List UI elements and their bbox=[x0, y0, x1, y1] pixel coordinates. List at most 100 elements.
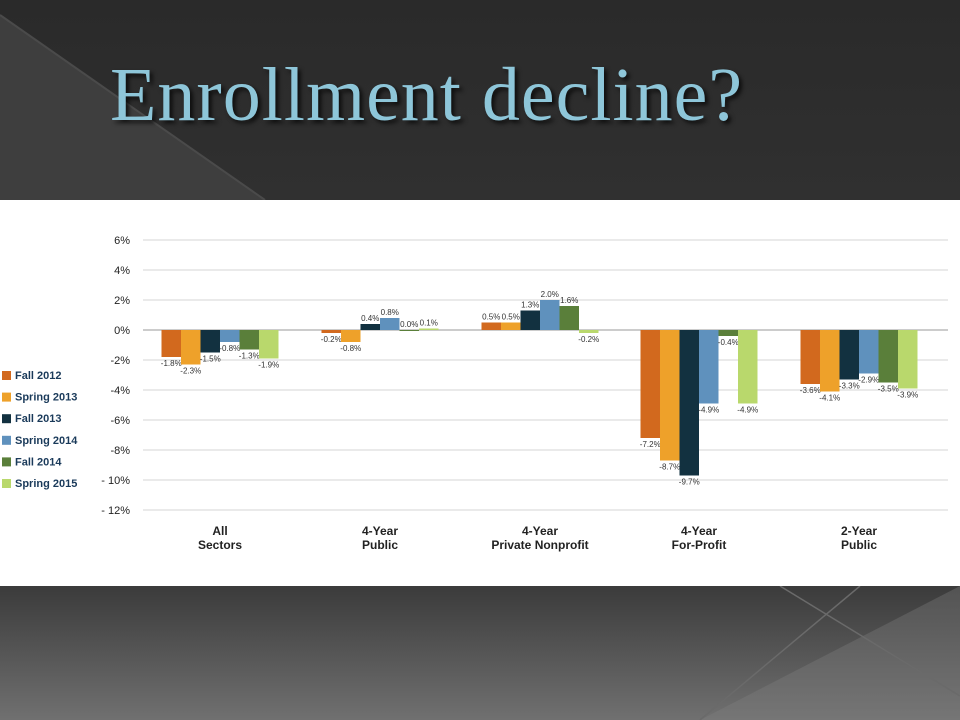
bar bbox=[161, 330, 181, 357]
bar bbox=[579, 330, 599, 333]
bar bbox=[239, 330, 259, 350]
data-label: 0.0% bbox=[400, 320, 418, 329]
bar-chart: 6% 4% 2% 0% -2% -4% -6% -8% - 10% - 12% -1.8%-2.3%… bbox=[2, 235, 948, 552]
x-tick-label: Public bbox=[362, 538, 398, 552]
data-label: -9.7% bbox=[679, 478, 700, 487]
legend-swatch bbox=[2, 392, 11, 402]
x-tick-label: 2-Year bbox=[841, 524, 877, 538]
bar bbox=[419, 328, 439, 330]
bar bbox=[640, 330, 660, 438]
bar bbox=[181, 330, 201, 365]
y-tick-label: 4% bbox=[114, 265, 130, 277]
title-band: Enrollment decline? bbox=[0, 0, 960, 200]
data-label: 1.3% bbox=[521, 301, 539, 310]
data-label: -4.9% bbox=[698, 406, 719, 415]
data-label: 1.6% bbox=[560, 296, 578, 305]
bar bbox=[481, 322, 501, 330]
bar bbox=[259, 330, 279, 359]
data-label: -3.6% bbox=[800, 386, 821, 395]
bar bbox=[738, 330, 758, 404]
bar bbox=[699, 330, 719, 404]
data-label: 2.0% bbox=[541, 290, 559, 299]
data-label: -8.7% bbox=[659, 463, 680, 472]
y-tick-label: -2% bbox=[110, 355, 130, 367]
data-label: -0.4% bbox=[718, 338, 739, 347]
legend-label: Fall 2014 bbox=[15, 456, 62, 468]
x-tick-label: 4-Year bbox=[681, 524, 717, 538]
bar bbox=[559, 306, 579, 330]
data-label: -1.5% bbox=[200, 355, 221, 364]
legend-label: Fall 2012 bbox=[15, 370, 61, 382]
bar bbox=[341, 330, 361, 342]
bar bbox=[520, 310, 540, 330]
data-label: 0.8% bbox=[381, 308, 399, 317]
data-label: -1.3% bbox=[239, 352, 260, 361]
data-label: -0.2% bbox=[578, 335, 599, 344]
legend-label: Fall 2013 bbox=[15, 413, 61, 425]
data-label: -0.8% bbox=[219, 344, 240, 353]
slide-title: Enrollment decline? bbox=[110, 53, 744, 137]
y-tick-label: - 12% bbox=[101, 505, 130, 517]
data-label: -2.3% bbox=[180, 367, 201, 376]
bar bbox=[540, 300, 560, 330]
bar bbox=[839, 330, 859, 380]
data-label: -7.2% bbox=[640, 440, 661, 449]
legend-swatch bbox=[2, 414, 11, 424]
x-tick-label: 4-Year bbox=[362, 524, 398, 538]
bar bbox=[399, 330, 419, 331]
data-label: -1.9% bbox=[258, 361, 279, 370]
y-tick-label: 6% bbox=[114, 235, 130, 247]
legend-label: Spring 2013 bbox=[15, 392, 77, 404]
y-tick-label: -6% bbox=[110, 415, 130, 427]
legend-label: Spring 2014 bbox=[15, 435, 78, 447]
data-label: -3.3% bbox=[839, 382, 860, 391]
bar bbox=[660, 330, 680, 461]
legend-label: Spring 2015 bbox=[15, 478, 77, 490]
data-label: -0.8% bbox=[340, 344, 361, 353]
data-label: -1.8% bbox=[161, 359, 182, 368]
footer-band-decoration bbox=[699, 586, 960, 720]
footer-band-line-2 bbox=[699, 586, 861, 720]
x-tick-label: Sectors bbox=[198, 538, 242, 552]
data-label: -3.9% bbox=[897, 391, 918, 400]
bar bbox=[878, 330, 898, 383]
x-tick-label: All bbox=[212, 524, 227, 538]
data-label: 0.4% bbox=[361, 314, 379, 323]
data-label: -3.5% bbox=[878, 385, 899, 394]
bar bbox=[380, 318, 400, 330]
bar bbox=[820, 330, 840, 392]
x-tick-label: For-Profit bbox=[672, 538, 727, 552]
y-tick-label: -8% bbox=[110, 445, 130, 457]
x-tick-label: Private Nonprofit bbox=[491, 538, 588, 552]
bar bbox=[898, 330, 918, 389]
legend-swatch bbox=[2, 435, 11, 445]
bar bbox=[220, 330, 240, 342]
footer-band-shape bbox=[700, 586, 960, 720]
legend-swatch bbox=[2, 371, 11, 380]
title-band-line bbox=[0, 14, 266, 200]
y-tick-label: -4% bbox=[110, 385, 130, 397]
bar bbox=[321, 330, 341, 333]
y-tick-label: 0% bbox=[114, 325, 130, 337]
bar bbox=[360, 324, 380, 330]
bar bbox=[800, 330, 820, 384]
data-label: -0.2% bbox=[321, 335, 342, 344]
footer-band bbox=[0, 586, 960, 720]
x-tick-label: 4-Year bbox=[522, 524, 558, 538]
bar bbox=[501, 322, 521, 330]
data-label: 0.5% bbox=[502, 313, 520, 322]
data-label: 0.1% bbox=[420, 319, 438, 328]
y-tick-label: 2% bbox=[114, 295, 130, 307]
legend-swatch bbox=[2, 457, 11, 467]
data-label: -2.9% bbox=[858, 376, 879, 385]
title-band-decoration bbox=[0, 14, 266, 200]
x-tick-label: Public bbox=[841, 538, 877, 552]
legend-swatch bbox=[2, 479, 11, 488]
chart-panel: 6% 4% 2% 0% -2% -4% -6% -8% - 10% - 12% -1.8% -2.3%… bbox=[0, 200, 960, 586]
bar bbox=[679, 330, 699, 476]
y-tick-label: - 10% bbox=[101, 475, 130, 487]
bar bbox=[859, 330, 879, 374]
footer-band-line-1 bbox=[779, 586, 960, 697]
data-label: -4.9% bbox=[737, 406, 758, 415]
bar bbox=[718, 330, 738, 336]
